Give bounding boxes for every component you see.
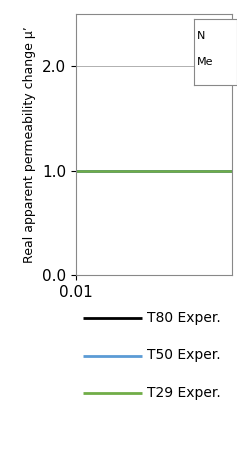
T50 Exper. bbox=[74, 168, 77, 173]
T80 Exper. bbox=[168, 168, 170, 173]
T80 Exper. bbox=[203, 168, 205, 173]
T50 Exper. bbox=[159, 168, 162, 173]
T29 Exper. bbox=[150, 168, 152, 173]
T29 Exper. bbox=[227, 168, 230, 173]
T50 Exper. bbox=[227, 168, 230, 173]
T50 Exper. bbox=[149, 168, 151, 173]
T80 Exper. bbox=[159, 168, 162, 173]
Y-axis label: Real apparent permeability change μ’: Real apparent permeability change μ’ bbox=[23, 26, 36, 263]
T80 Exper. bbox=[231, 168, 234, 173]
T50 Exper. bbox=[231, 168, 234, 173]
T50 Exper. bbox=[168, 168, 170, 173]
T29 Exper. bbox=[149, 168, 151, 173]
T80 Exper. bbox=[149, 168, 151, 173]
T29 Exper. bbox=[203, 168, 205, 173]
T29 Exper. bbox=[231, 168, 234, 173]
T29 Exper. bbox=[168, 168, 170, 173]
Text: T80 Exper.: T80 Exper. bbox=[147, 310, 221, 325]
Text: T50 Exper.: T50 Exper. bbox=[147, 348, 221, 363]
T80 Exper. bbox=[227, 168, 230, 173]
T80 Exper. bbox=[150, 168, 152, 173]
Text: N: N bbox=[196, 30, 205, 41]
T50 Exper. bbox=[150, 168, 152, 173]
T50 Exper. bbox=[203, 168, 205, 173]
Text: T29 Exper.: T29 Exper. bbox=[147, 386, 221, 401]
T29 Exper. bbox=[74, 168, 77, 173]
T29 Exper. bbox=[159, 168, 162, 173]
T80 Exper. bbox=[74, 168, 77, 173]
Text: Me: Me bbox=[196, 57, 213, 67]
